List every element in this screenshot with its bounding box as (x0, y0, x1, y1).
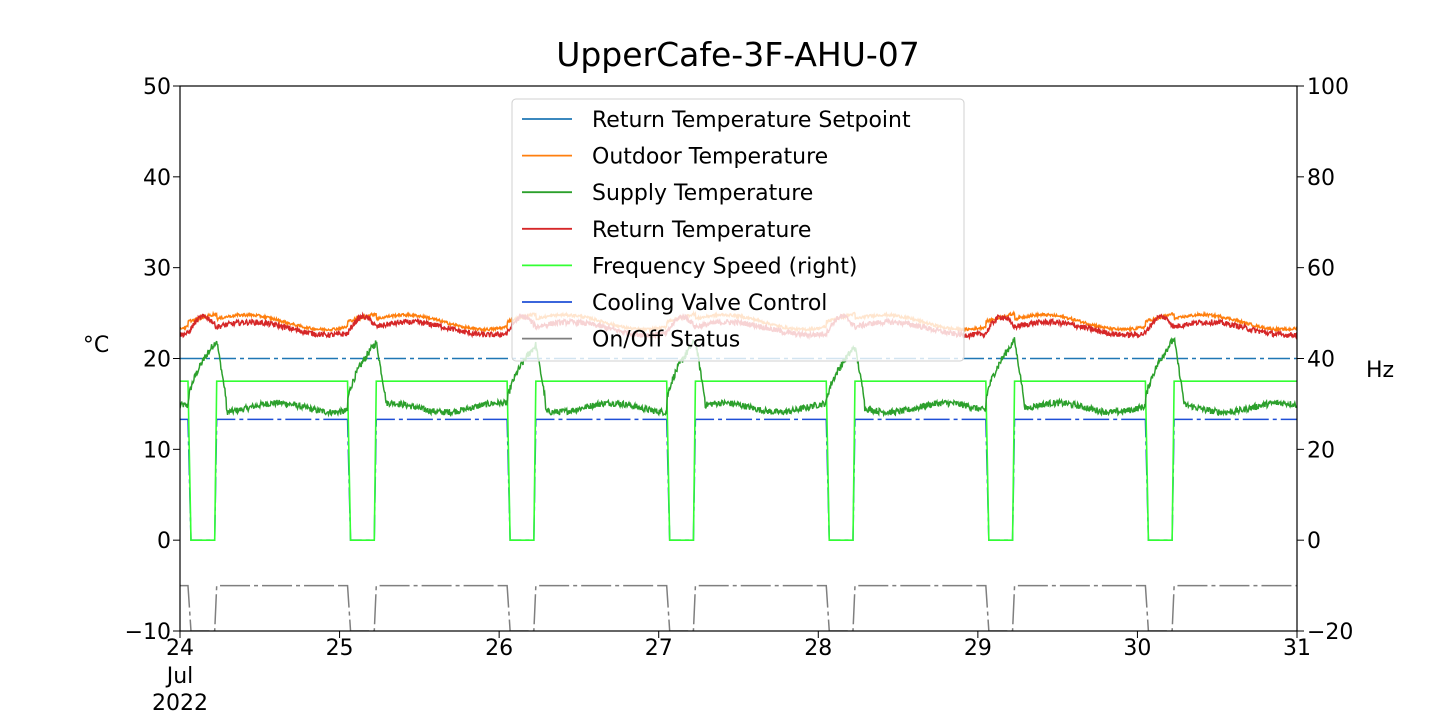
x-tick-label: 28 (804, 636, 832, 661)
y-left-tick-label: 20 (143, 348, 171, 373)
series-frequency-speed (180, 380, 1297, 541)
legend-label: Return Temperature (592, 218, 811, 243)
y-right-tick-label: 60 (1307, 257, 1335, 282)
y-right-tick-label: 100 (1307, 75, 1349, 100)
x-tick-sublabel: Jul (165, 664, 194, 689)
y-left-tick-label: 40 (143, 166, 171, 191)
x-tick-label: 25 (326, 636, 354, 661)
series-supply-temperature (180, 336, 1297, 418)
x-tick-label: 29 (964, 636, 992, 661)
x-tick-sublabel: 2022 (152, 691, 208, 716)
x-tick-label: 24 (166, 636, 194, 661)
legend-label: Cooling Valve Control (592, 291, 827, 316)
chart-title: UpperCafe-3F-AHU-07 (556, 35, 920, 74)
y-right-tick-label: 40 (1307, 348, 1335, 373)
x-tick-label: 30 (1123, 636, 1151, 661)
legend-label: Return Temperature Setpoint (592, 108, 911, 133)
series-cooling-valve-control (180, 418, 1297, 541)
y-left-tick-label: 30 (143, 257, 171, 282)
series-on-off-status (180, 584, 1297, 631)
y-left-tick-label: 10 (143, 438, 171, 463)
y-left-tick-label: 50 (143, 75, 171, 100)
y-left-tick-label: −10 (125, 620, 171, 645)
y-right-tick-label: 20 (1307, 438, 1335, 463)
x-tick-label: 27 (645, 636, 673, 661)
legend-label: Frequency Speed (right) (592, 254, 857, 279)
y-axis-right-label: Hz (1366, 358, 1394, 383)
legend-label: Supply Temperature (592, 181, 813, 206)
y-right-tick-label: 80 (1307, 166, 1335, 191)
y-right-tick-label: −20 (1307, 620, 1353, 645)
y-right-tick-label: 0 (1307, 529, 1321, 554)
y-left-tick-label: 0 (157, 529, 171, 554)
legend-entries: Return Temperature Setpoint Outdoor Tempe… (522, 108, 911, 353)
legend-box (511, 98, 965, 362)
x-tick-label: 26 (485, 636, 513, 661)
legend-label: On/Off Status (592, 328, 740, 353)
y-axis-left-label: °C (83, 333, 109, 358)
legend-label: Outdoor Temperature (592, 145, 828, 170)
x-tick-label: 31 (1283, 636, 1311, 661)
legend: Return Temperature Setpoint Outdoor Tempe… (511, 98, 965, 362)
